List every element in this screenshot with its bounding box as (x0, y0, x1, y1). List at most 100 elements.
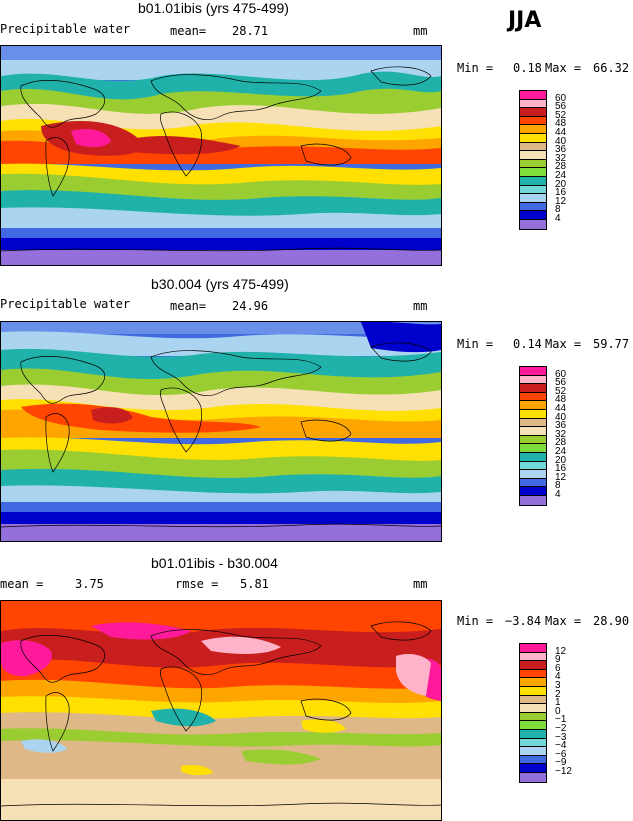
colorbar-level-label: 36 (555, 420, 567, 432)
panel-3-unit: mm (413, 577, 428, 591)
panel-2-max-label: Max = (545, 337, 582, 351)
colorbar-swatch (520, 704, 546, 713)
colorbar-level-label: 56 (555, 101, 567, 113)
colorbar-swatch (520, 661, 546, 670)
colorbar-level-label: 8 (555, 480, 561, 492)
colorbar-swatch (520, 367, 546, 376)
colorbar-level-label: 24 (555, 446, 567, 457)
colorbar-swatch (520, 487, 546, 496)
colorbar-level-label: 16 (555, 187, 567, 199)
colorbar-level-label: 40 (555, 411, 567, 423)
colorbar-swatch (520, 444, 546, 453)
colorbar-level-label: 44 (555, 127, 567, 138)
colorbar-swatch (520, 478, 546, 488)
colorbar-level-label: 20 (555, 454, 567, 466)
colorbar-swatch (520, 409, 546, 419)
panel-2-mean-value: 24.96 (232, 299, 269, 313)
colorbar-swatch (520, 151, 546, 160)
colorbar-swatch (520, 133, 546, 143)
colorbar-swatch (520, 729, 546, 739)
colorbar-level-label: 12 (555, 471, 567, 483)
colorbar-level-label: 56 (555, 377, 567, 389)
colorbar-swatch (520, 125, 546, 134)
colorbar-swatch (520, 219, 546, 229)
colorbar-swatch (520, 686, 546, 696)
colorbar-swatch (520, 764, 546, 773)
panel-3-map-canvas (1, 601, 441, 820)
panel-1-max-value: 66.32 (593, 61, 630, 75)
panel-2-map-canvas (1, 322, 441, 541)
panel-3-rmse-value: 5.81 (240, 577, 269, 591)
panel-2-unit: mm (413, 299, 428, 313)
panel-2-map (0, 321, 442, 542)
colorbar-swatch (520, 375, 546, 385)
colorbar-level-label: 48 (555, 118, 567, 130)
colorbar-level-label: −6 (555, 748, 567, 760)
colorbar-level-label: 28 (555, 437, 567, 449)
colorbar-level-label: −4 (555, 740, 567, 752)
panel-2-mean-label: mean= (170, 299, 207, 313)
panel-2-colorbar (519, 366, 547, 506)
colorbar-swatch (520, 176, 546, 186)
colorbar-swatch (520, 185, 546, 195)
colorbar-level-label: −1 (555, 714, 567, 726)
colorbar-level-label: 8 (555, 204, 561, 216)
panel-3-max-label: Max = (545, 614, 582, 628)
colorbar-swatch (520, 712, 546, 722)
colorbar-swatch (520, 194, 546, 203)
panel-3-mean-value: 3.75 (75, 577, 104, 591)
panel-2-max-value: 59.77 (593, 337, 630, 351)
colorbar-level-label: 20 (555, 178, 567, 190)
colorbar-level-label: 2 (555, 688, 561, 700)
colorbar-swatch (520, 695, 546, 705)
colorbar-level-label: 1 (555, 697, 561, 709)
colorbar-level-label: 52 (555, 385, 567, 397)
colorbar-level-label: 3 (555, 680, 561, 691)
colorbar-swatch (520, 211, 546, 220)
panel-2-min-label: Min = (457, 337, 494, 351)
colorbar-level-label: −3 (555, 731, 567, 743)
colorbar-level-label: 36 (555, 144, 567, 156)
colorbar-swatch (520, 678, 546, 687)
colorbar-swatch (520, 116, 546, 126)
colorbar-level-label: 9 (555, 654, 561, 666)
colorbar-swatch (520, 99, 546, 109)
colorbar-level-label: 32 (555, 428, 567, 440)
panel-3-colorbar (519, 643, 547, 783)
colorbar-level-label: 12 (555, 645, 567, 657)
colorbar-swatch (520, 401, 546, 410)
colorbar-swatch (520, 669, 546, 679)
panel-3-title: b01.01ibis - b30.004 (151, 555, 278, 571)
panel-3-map (0, 600, 442, 821)
colorbar-level-label: 4 (555, 671, 561, 683)
panel-1-unit: mm (413, 24, 428, 38)
colorbar-level-label: 16 (555, 463, 567, 475)
colorbar-level-label: 0 (555, 705, 561, 717)
colorbar-level-label: 48 (555, 394, 567, 406)
panel-1-colorbar (519, 90, 547, 230)
colorbar-level-label: 44 (555, 403, 567, 414)
colorbar-level-label: 32 (555, 152, 567, 164)
colorbar-swatch (520, 755, 546, 765)
colorbar-swatch (520, 495, 546, 505)
panel-1-max-label: Max = (545, 61, 582, 75)
colorbar-swatch (520, 91, 546, 100)
colorbar-swatch (520, 461, 546, 471)
panel-1-map-canvas (1, 46, 441, 265)
colorbar-level-label: 12 (555, 195, 567, 207)
colorbar-swatch (520, 108, 546, 117)
colorbar-level-label: −2 (555, 723, 567, 734)
panel-2-min-value: 0.14 (513, 337, 542, 351)
panel-2-title: b30.004 (yrs 475-499) (151, 276, 289, 292)
colorbar-swatch (520, 470, 546, 479)
colorbar-swatch (520, 202, 546, 212)
colorbar-swatch (520, 392, 546, 402)
panel-1-min-label: Min = (457, 61, 494, 75)
panel-3-mean-label: mean = (0, 577, 44, 591)
panel-3-max-value: 28.90 (593, 614, 630, 628)
colorbar-level-label: −9 (555, 757, 567, 769)
colorbar-level-label: 28 (555, 161, 567, 173)
colorbar-swatch (520, 142, 546, 152)
colorbar-swatch (520, 159, 546, 169)
colorbar-swatch (520, 652, 546, 662)
